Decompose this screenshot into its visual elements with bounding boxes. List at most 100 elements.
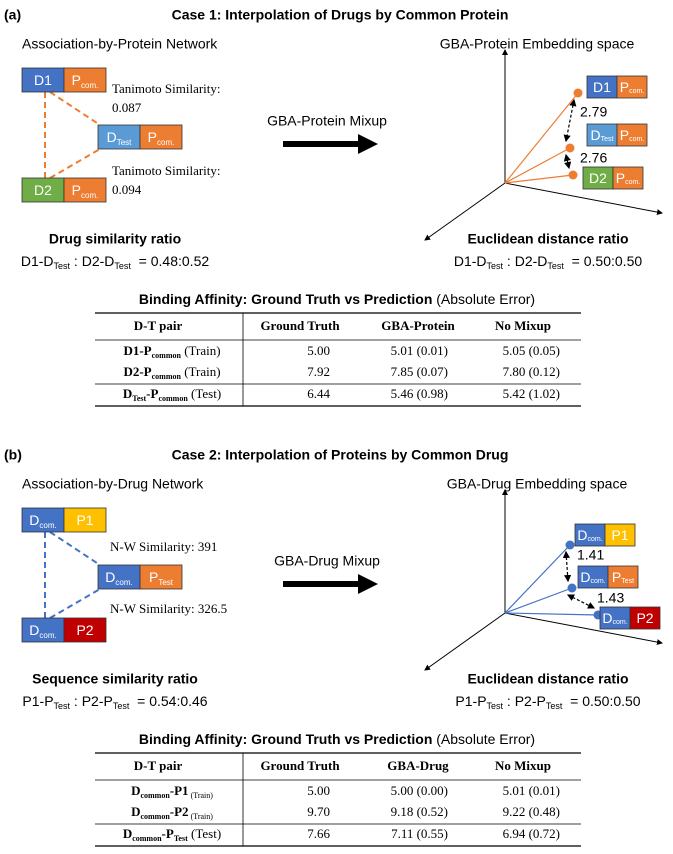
box-label: D2 bbox=[34, 182, 52, 198]
box-label: D2 bbox=[589, 170, 607, 186]
embedding-ray bbox=[504, 544, 571, 614]
embedding-heading: GBA-Protein Embedding space bbox=[440, 36, 635, 52]
text-part: = 0.50:0.50 bbox=[564, 253, 642, 269]
box-label: Pcom. bbox=[148, 129, 175, 147]
embedding-point bbox=[565, 143, 575, 153]
box-cell bbox=[607, 565, 639, 589]
subscript: com. bbox=[157, 138, 174, 147]
distance-arrow bbox=[566, 594, 596, 609]
box-cell bbox=[21, 507, 65, 533]
value-cell: 9.18 (0.52) bbox=[391, 804, 448, 819]
text-part: : D2-D bbox=[503, 253, 547, 269]
text-part: D2-P bbox=[123, 364, 151, 379]
axis bbox=[424, 182, 506, 241]
value-cell: 9.22 (0.48) bbox=[503, 804, 560, 819]
embedding-point bbox=[567, 583, 577, 593]
text-part: P bbox=[620, 79, 629, 95]
text-part: P bbox=[149, 569, 158, 585]
text-part: (Test) bbox=[188, 826, 221, 841]
column-header: Ground Truth bbox=[260, 318, 340, 333]
embedding-heading: GBA-Drug Embedding space bbox=[447, 476, 628, 492]
subscript: common bbox=[132, 834, 162, 843]
subscript: com. bbox=[629, 136, 644, 143]
subscript: Test bbox=[487, 261, 504, 271]
text-part: D1-D bbox=[21, 253, 54, 269]
subscript: Test bbox=[487, 701, 504, 711]
box-cell bbox=[21, 177, 65, 203]
subscript: com. bbox=[81, 81, 98, 90]
table-caption: Binding Affinity: Ground Truth vs Predic… bbox=[139, 291, 535, 307]
text-part: D bbox=[123, 386, 132, 401]
similarity-label: 0.087 bbox=[112, 100, 142, 115]
box-label: Dcom. bbox=[29, 512, 56, 530]
caption-normal: (Absolute Error) bbox=[432, 291, 535, 307]
dashed-edge bbox=[49, 588, 101, 619]
distance-label: 2.76 bbox=[580, 150, 607, 166]
value-cell: 7.92 bbox=[307, 364, 330, 379]
subscript: (Train) bbox=[189, 791, 214, 800]
embedding-ray bbox=[504, 174, 574, 184]
text-part: (Train) bbox=[181, 343, 221, 358]
value-cell: 6.94 (0.72) bbox=[503, 826, 560, 841]
column-header: D-T pair bbox=[134, 318, 183, 333]
subscript: Test bbox=[601, 136, 614, 143]
text-part: P2 bbox=[76, 622, 93, 638]
pair-cell: D2-Pcommon (Train) bbox=[123, 364, 220, 381]
text-part: P1 bbox=[76, 512, 93, 528]
text-part: = 0.48:0.52 bbox=[131, 253, 209, 269]
box-label: Pcom. bbox=[616, 170, 641, 187]
text-part: D bbox=[591, 127, 601, 143]
box-cell bbox=[616, 123, 648, 147]
text-part: D bbox=[580, 569, 590, 585]
text-part: D bbox=[602, 610, 612, 626]
subscript: Test bbox=[621, 578, 634, 585]
subscript: com. bbox=[587, 536, 602, 543]
value-cell: 5.00 (0.00) bbox=[391, 783, 448, 798]
mixup-label: GBA-Drug Mixup bbox=[274, 553, 380, 569]
text-part: D bbox=[105, 569, 115, 585]
box-label: Dcom. bbox=[580, 569, 605, 586]
text-part: D1 bbox=[34, 72, 52, 88]
dashed-edge bbox=[49, 91, 101, 126]
column-header: No Mixup bbox=[495, 318, 551, 333]
value-cell: 5.01 (0.01) bbox=[391, 343, 448, 358]
ratio-formula: D1-DTest : D2-DTest = 0.48:0.52 bbox=[21, 253, 209, 272]
text-part: P bbox=[148, 129, 157, 145]
text-part: -P bbox=[146, 386, 158, 401]
box-label: Dcom. bbox=[577, 527, 602, 544]
subscript: Test bbox=[113, 701, 130, 711]
box-label: Dcom. bbox=[29, 622, 56, 640]
text-part: -P2 bbox=[170, 804, 189, 819]
value-cell: 7.11 (0.55) bbox=[391, 826, 448, 841]
box-label: Pcom. bbox=[72, 182, 99, 200]
box-cell bbox=[139, 124, 183, 150]
ratio-formula: P1-PTest : P2-PTest = 0.50:0.50 bbox=[455, 693, 640, 712]
value-cell: 5.42 (1.02) bbox=[503, 386, 560, 401]
column-header: No Mixup bbox=[495, 758, 551, 773]
box-cell bbox=[63, 177, 107, 203]
box-cell bbox=[612, 166, 644, 190]
pair-cell: D1-Pcommon (Train) bbox=[123, 343, 220, 360]
subscript: com. bbox=[625, 179, 640, 186]
ratio-formula: P1-PTest : P2-PTest = 0.54:0.46 bbox=[22, 693, 207, 712]
embedding-point bbox=[565, 540, 575, 550]
subscript: common bbox=[158, 394, 188, 403]
box-label: D1 bbox=[593, 79, 611, 95]
box-cell bbox=[139, 564, 183, 590]
box-cell bbox=[97, 564, 141, 590]
subscript: com. bbox=[39, 521, 56, 530]
text-part: -P bbox=[162, 826, 174, 841]
panel-tag: (b) bbox=[4, 447, 22, 463]
text-part: D bbox=[123, 826, 132, 841]
box-cell bbox=[21, 617, 65, 643]
text-part: P bbox=[612, 569, 621, 585]
text-part: = 0.54:0.46 bbox=[129, 693, 207, 709]
subscript: com. bbox=[612, 619, 627, 626]
text-part: D1-D bbox=[454, 253, 487, 269]
text-part: D bbox=[577, 527, 587, 543]
subscript: com. bbox=[590, 578, 605, 585]
panel-title: Case 1: Interpolation of Drugs by Common… bbox=[172, 7, 509, 23]
value-cell: 5.46 (0.98) bbox=[391, 386, 448, 401]
box-label: D1 bbox=[34, 72, 52, 88]
